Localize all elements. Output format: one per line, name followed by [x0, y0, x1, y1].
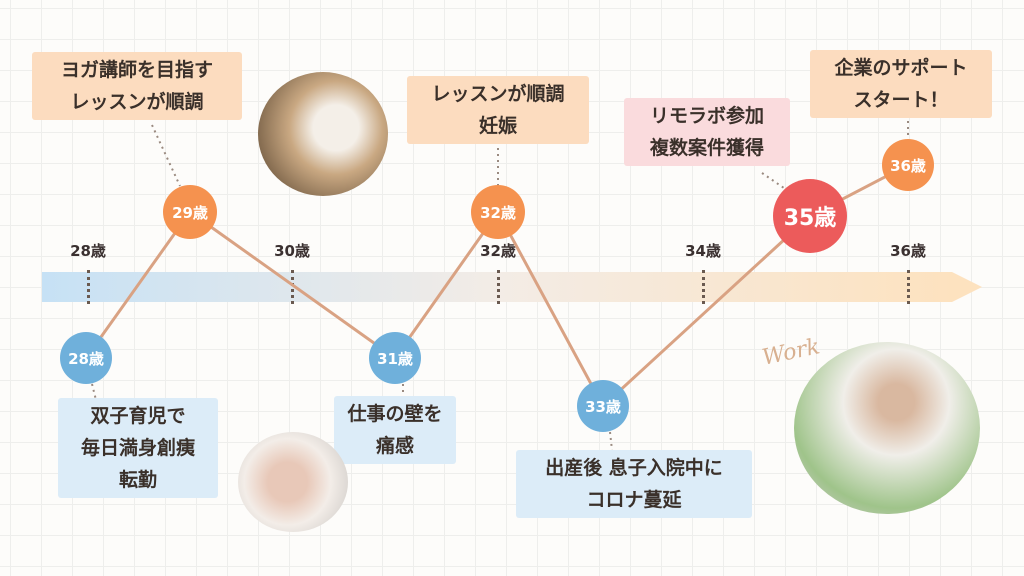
event-label-33: 出産後 息子入院中に コロナ蔓延 — [516, 450, 752, 518]
timeline-arrow-tip — [952, 272, 982, 302]
axis-tick — [291, 270, 294, 304]
event-line: レッスンが順調 — [70, 91, 204, 113]
axis-tick — [907, 270, 910, 304]
leader-line — [151, 124, 181, 187]
axis-tick-label: 36歳 — [890, 242, 926, 260]
event-line: 企業のサポート — [834, 57, 968, 79]
event-line: 仕事の壁を — [347, 403, 443, 425]
age-node-31: 31歳 — [369, 332, 421, 384]
photo-working-laptop — [794, 342, 980, 514]
axis-tick-label: 28歳 — [70, 242, 106, 260]
leader-line — [91, 383, 97, 401]
event-label-28: 双子育児で毎日満身創痍 転勤 — [58, 398, 218, 498]
age-node-33: 33歳 — [577, 380, 629, 432]
age-node-32: 32歳 — [471, 185, 525, 239]
age-node-36: 36歳 — [882, 139, 934, 191]
age-node-35: 35歳 — [773, 179, 847, 253]
event-line: 出産後 息子入院中に — [545, 457, 723, 479]
axis-tick — [702, 270, 705, 304]
axis-tick-label: 32歳 — [480, 242, 516, 260]
axis-tick-label: 30歳 — [274, 242, 310, 260]
event-line: 双子育児で — [90, 405, 186, 427]
event-line: 複数案件獲得 — [649, 137, 764, 159]
axis-tick — [497, 270, 500, 304]
event-label-35: リモラボ参加 複数案件獲得 — [624, 98, 790, 166]
event-line: 妊娠 — [478, 115, 517, 137]
event-line: レッスンが順調 — [431, 83, 565, 105]
event-label-32: レッスンが順調 妊娠 — [407, 76, 589, 144]
photo-yoga-certificate — [258, 72, 388, 196]
event-line: コロナ蔓延 — [586, 489, 682, 511]
photo-twin-babies — [238, 432, 348, 532]
leader-line — [609, 431, 613, 451]
axis-tick — [87, 270, 90, 304]
event-line: リモラボ参加 — [649, 105, 764, 127]
event-line: スタート！ — [853, 89, 949, 111]
event-line: ヨガ講師を目指す — [60, 59, 213, 81]
event-line: 転勤 — [118, 469, 157, 491]
leader-line — [761, 172, 785, 189]
event-line: 痛感 — [375, 435, 414, 457]
age-node-29: 29歳 — [163, 185, 217, 239]
event-label-31: 仕事の壁を 痛感 — [334, 396, 456, 464]
event-label-29: ヨガ講師を目指す レッスンが順調 — [32, 52, 242, 120]
axis-tick-label: 34歳 — [685, 242, 721, 260]
event-line: 毎日満身創痍 — [80, 437, 195, 459]
age-node-28: 28歳 — [60, 332, 112, 384]
event-label-36: 企業のサポート スタート！ — [810, 50, 992, 118]
